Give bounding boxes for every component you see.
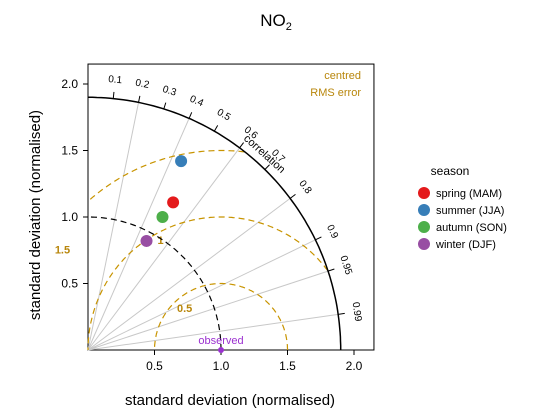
correlation-gridline-4 xyxy=(87,239,316,351)
correlation-gridline-3 xyxy=(87,197,291,351)
correlation-tick-5 xyxy=(239,142,245,149)
legend-label-0: spring (MAM) xyxy=(436,188,502,200)
correlation-gridline-0 xyxy=(87,102,140,351)
correlation-tick-8 xyxy=(315,236,322,241)
legend-title: season xyxy=(431,164,470,178)
observed-label: observed xyxy=(198,335,243,347)
correlation-tick-label-7: 0.8 xyxy=(296,178,313,196)
correlation-tick-10 xyxy=(338,312,345,315)
correlation-tick-label-10: 0.99 xyxy=(350,301,364,322)
chart-title-main: NO xyxy=(260,11,286,30)
legend-marker-0 xyxy=(418,187,430,199)
correlation-tick-label-4: 0.5 xyxy=(215,107,233,124)
x-axis-label: standard deviation (normalised) xyxy=(125,392,335,409)
data-point-3 xyxy=(140,234,153,247)
x-tick-label-0: 0.5 xyxy=(146,359,163,373)
correlation-gridline-5 xyxy=(87,270,329,351)
correlation-gridline-1 xyxy=(87,118,190,351)
correlation-tick-9 xyxy=(327,268,335,272)
legend-label-3: winter (DJF) xyxy=(435,239,496,251)
y-tick-label-2: 1.5 xyxy=(61,144,78,158)
rms-legend-line1: centred xyxy=(324,70,361,82)
rms-contour-2 xyxy=(89,149,245,201)
legend: season spring (MAM) summer (JJA) autumn (S… xyxy=(418,164,507,251)
correlation-tick-label-1: 0.2 xyxy=(134,78,150,92)
observed-sd-arc xyxy=(88,216,222,350)
plot-frame xyxy=(87,63,375,351)
y-axis-label: standard deviation (normalised) xyxy=(27,110,44,320)
correlation-tick-3 xyxy=(188,112,193,119)
rms-contour-0 xyxy=(153,282,289,350)
legend-label-2: autumn (SON) xyxy=(436,222,507,234)
correlation-tick-7 xyxy=(289,193,296,199)
correlation-tick-1 xyxy=(138,95,141,103)
y-tick-label-1: 1.0 xyxy=(61,210,78,224)
x-tick-label-2: 1.5 xyxy=(279,359,296,373)
correlation-tick-label-3: 0.4 xyxy=(188,94,206,110)
correlation-gridline-2 xyxy=(87,147,241,351)
correlation-arc xyxy=(88,96,342,350)
plot-area: 0.511.50.1 0.2 0.30.40.50.60.70.80.90.950.… xyxy=(55,63,375,373)
correlation-tick-label-8: 0.9 xyxy=(324,223,340,241)
correlation-tick-0 xyxy=(112,91,115,99)
chart-title-subscript: 2 xyxy=(286,21,292,33)
chart-title: NO2 xyxy=(260,11,292,33)
rms-contour-label-0: 0.5 xyxy=(177,303,192,315)
correlation-tick-label-9: 0.95 xyxy=(337,254,354,276)
observed-point xyxy=(218,347,224,353)
data-point-1 xyxy=(175,155,188,168)
legend-label-1: summer (JJA) xyxy=(436,205,504,217)
correlation-tick-label-0: 0.1 xyxy=(108,74,123,86)
rms-contour-1 xyxy=(87,216,329,350)
data-point-2 xyxy=(156,211,169,223)
correlation-tick-2 xyxy=(163,102,167,110)
legend-items: spring (MAM) summer (JJA) autumn (SON) wint… xyxy=(418,187,507,251)
x-tick-label-3: 2.0 xyxy=(346,359,363,373)
y-tick-label-3: 2.0 xyxy=(61,77,78,91)
correlation-tick-6 xyxy=(264,164,270,170)
legend-marker-1 xyxy=(418,204,430,216)
x-tick-label-1: 1.0 xyxy=(213,359,230,373)
legend-marker-2 xyxy=(418,221,430,233)
correlation-tick-4 xyxy=(213,125,219,132)
rms-contour-label-1: 1 xyxy=(158,235,164,247)
data-point-0 xyxy=(167,196,180,209)
y-tick-label-0: 0.5 xyxy=(61,277,78,291)
correlation-tick-label-2: 0.3 xyxy=(161,84,178,99)
rms-contour-label-2: 1.5 xyxy=(55,244,70,256)
correlation-gridline-6 xyxy=(87,313,339,351)
rms-legend-line2: RMS error xyxy=(310,87,361,99)
legend-marker-3 xyxy=(418,238,430,250)
